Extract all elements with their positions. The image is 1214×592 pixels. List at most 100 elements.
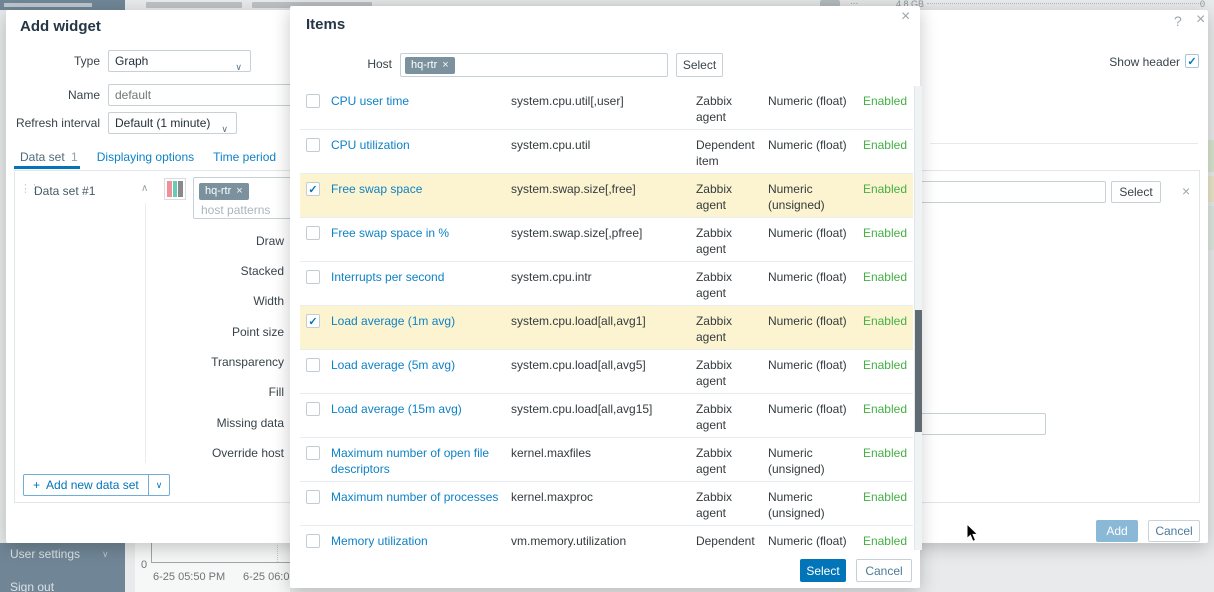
- item-name-link[interactable]: Load average (5m avg): [331, 358, 456, 372]
- item-name-link[interactable]: Maximum number of open file descriptors: [331, 446, 490, 476]
- items-modal-footer: Select Cancel: [290, 550, 920, 588]
- item-row: Free swap space system.swap.size[,free] …: [300, 174, 913, 218]
- item-name-link[interactable]: Load average (15m avg): [331, 402, 462, 416]
- widget-badge-fragment: [820, 0, 840, 7]
- item-value-type: Numeric (float): [767, 138, 847, 152]
- sign-out-label: Sign out: [10, 580, 55, 592]
- tab-time-period[interactable]: Time period: [213, 150, 277, 164]
- add-widget-title: Add widget: [20, 18, 101, 35]
- item-checkbox[interactable]: [306, 94, 320, 108]
- close-icon[interactable]: ×: [901, 8, 911, 25]
- show-header-checkbox[interactable]: [1185, 54, 1199, 68]
- x-axis-tick: 6-25 05:50 PM: [153, 571, 226, 583]
- item-name-link[interactable]: CPU user time: [331, 94, 410, 108]
- remove-tag-icon[interactable]: ×: [442, 59, 449, 71]
- host-pattern-tag-label: hq-rtr: [205, 185, 232, 197]
- mouse-cursor: [966, 523, 979, 542]
- item-value-type: Numeric (float): [767, 270, 847, 284]
- items-modal-title: Items: [306, 16, 346, 33]
- tab-data-set-label: Data set: [20, 150, 65, 164]
- item-type: Dependent item: [695, 138, 755, 168]
- item-status-badge: Enabled: [862, 314, 907, 328]
- item-checkbox[interactable]: [306, 358, 320, 372]
- item-checkbox[interactable]: [306, 182, 320, 196]
- item-checkbox[interactable]: [306, 314, 320, 328]
- item-name-link[interactable]: Free swap space in %: [331, 226, 450, 240]
- item-type: Zabbix agent: [695, 358, 732, 388]
- help-icon[interactable]: ?: [1174, 13, 1182, 29]
- item-status-badge: Enabled: [862, 534, 907, 548]
- item-checkbox[interactable]: [306, 138, 320, 152]
- item-name-link[interactable]: Memory utilization: [331, 534, 428, 548]
- item-key: system.swap.size[,pfree]: [510, 226, 643, 240]
- item-checkbox[interactable]: [306, 270, 320, 284]
- type-select[interactable]: Graph ∨: [108, 50, 251, 72]
- host-select-button[interactable]: Select: [676, 53, 723, 77]
- close-icon[interactable]: ×: [1196, 11, 1206, 28]
- item-type: Zabbix agent: [695, 182, 732, 212]
- refresh-interval-value: Default (1 minute): [115, 116, 211, 130]
- host-patterns-placeholder: host patterns: [201, 203, 271, 217]
- scrollbar-thumb[interactable]: [915, 310, 922, 432]
- scrollbar-track[interactable]: [914, 86, 922, 550]
- tab-displaying-options[interactable]: Displaying options: [96, 150, 195, 164]
- item-patterns-select-button[interactable]: Select: [1111, 181, 1161, 203]
- active-tab-underline: [14, 166, 80, 169]
- ellipsis-fragment: ...: [850, 0, 859, 7]
- item-name-link[interactable]: Maximum number of processes: [331, 490, 499, 504]
- color-swatch[interactable]: [164, 178, 186, 200]
- item-checkbox[interactable]: [306, 402, 320, 416]
- refresh-interval-select[interactable]: Default (1 minute) ∨: [108, 112, 237, 134]
- y-axis-line: [151, 543, 152, 562]
- sidebar-item-user-settings[interactable]: User settings: [10, 547, 80, 561]
- collapse-chevron-icon[interactable]: ∧: [141, 183, 149, 194]
- add-data-set-dropdown[interactable]: ∨: [147, 475, 170, 495]
- item-key: system.cpu.load[all,avg1]: [510, 314, 646, 328]
- item-name-link[interactable]: Load average (1m avg): [331, 314, 456, 328]
- item-row: Maximum number of open file descriptors …: [300, 438, 913, 482]
- sidebar-item-sign-out[interactable]: Sign out: [10, 580, 54, 592]
- width-label: Width: [253, 294, 284, 308]
- item-value-type: Numeric (float): [767, 314, 847, 328]
- swatch-color-2: [172, 181, 178, 197]
- host-input[interactable]: hq-rtr ×: [400, 53, 668, 77]
- user-settings-label: User settings: [10, 547, 81, 561]
- item-row: Load average (15m avg) system.cpu.load[a…: [300, 394, 913, 438]
- drag-handle[interactable]: ⋮⋮: [20, 183, 40, 195]
- add-new-data-set-button[interactable]: + Add new data set ∨: [23, 474, 171, 496]
- item-checkbox[interactable]: [306, 446, 320, 460]
- host-label: Host: [367, 57, 392, 71]
- chevron-down-icon: ∨: [221, 124, 228, 134]
- host-tag-label: hq-rtr: [411, 59, 438, 71]
- tab-data-set[interactable]: Data set 1: [20, 150, 78, 164]
- item-name-link[interactable]: Free swap space: [331, 182, 423, 196]
- item-status-badge: Enabled: [862, 94, 907, 108]
- item-value-type: Numeric (float): [767, 358, 847, 372]
- item-type: Zabbix agent: [695, 402, 732, 432]
- add-button[interactable]: Add: [1096, 520, 1138, 542]
- item-row: Memory utilization vm.memory.utilization…: [300, 526, 913, 556]
- sidebar-top-fragment: [0, 0, 125, 10]
- remove-data-set-icon[interactable]: ×: [1182, 183, 1191, 199]
- items-modal: Items × Host hq-rtr × Select CPU user ti…: [290, 6, 922, 588]
- item-checkbox[interactable]: [306, 226, 320, 240]
- item-name-link[interactable]: Interrupts per second: [331, 270, 445, 284]
- remove-tag-icon[interactable]: ×: [236, 185, 243, 197]
- item-row: Interrupts per second system.cpu.intr Za…: [300, 262, 913, 306]
- item-key: vm.memory.utilization: [510, 534, 627, 548]
- item-type: Zabbix agent: [695, 314, 732, 344]
- item-name-link[interactable]: CPU utilization: [331, 138, 410, 152]
- item-checkbox[interactable]: [306, 490, 320, 504]
- item-type: Zabbix agent: [695, 446, 732, 476]
- items-select-button[interactable]: Select: [800, 559, 846, 582]
- tabs-bar: Data set 1 Displaying options Time perio…: [20, 150, 316, 164]
- items-cancel-button[interactable]: Cancel: [856, 559, 912, 582]
- name-label: Name: [67, 88, 100, 102]
- cancel-button[interactable]: Cancel: [1148, 520, 1200, 542]
- override-host-label: Override host: [211, 446, 284, 460]
- item-checkbox[interactable]: [306, 534, 320, 548]
- graph-color-fragment: [1208, 206, 1214, 250]
- override-host-field[interactable]: [906, 413, 1046, 435]
- tab-data-set-count: 1: [71, 150, 78, 164]
